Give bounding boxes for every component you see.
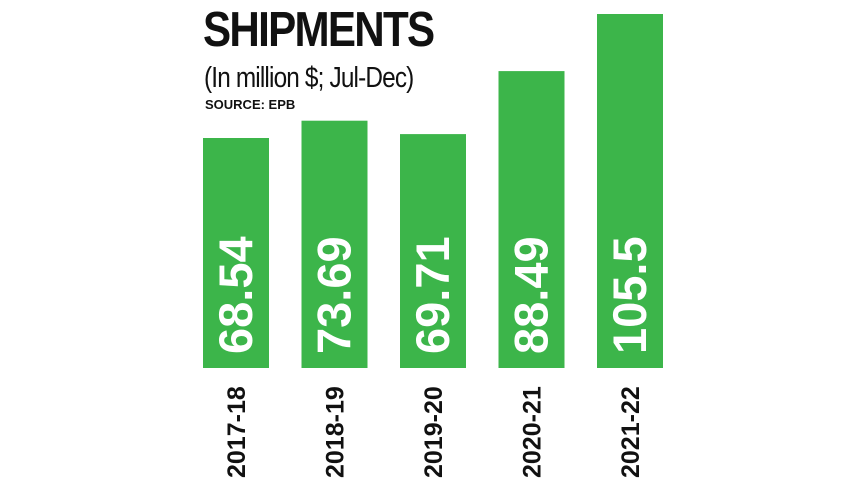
bar-value-label: 69.71 — [406, 236, 459, 354]
chart-source: SOURCE: EPB — [205, 97, 296, 112]
bar-2017-18 — [203, 138, 269, 368]
bar-value-label: 73.69 — [308, 236, 361, 354]
x-tick-label: 2020-21 — [519, 386, 547, 478]
bar-value-label: 105.5 — [603, 236, 656, 354]
bar-2020-21 — [498, 71, 565, 368]
bar-2019-20 — [400, 134, 466, 368]
bar-2018-19 — [301, 120, 368, 368]
x-tick-label: 2018-19 — [322, 386, 350, 478]
x-tick-label: 2019-20 — [420, 386, 448, 478]
x-tick-label: 2017-18 — [223, 386, 251, 478]
x-tick-label: 2021-22 — [617, 386, 645, 478]
chart-title: SHIPMENTS — [203, 3, 435, 57]
bar-value-label: 68.54 — [209, 236, 262, 354]
bar-value-label: 88.49 — [505, 236, 558, 354]
chart-subtitle: (In million $; Jul-Dec) — [204, 62, 414, 94]
bar-2021-22 — [597, 14, 663, 368]
